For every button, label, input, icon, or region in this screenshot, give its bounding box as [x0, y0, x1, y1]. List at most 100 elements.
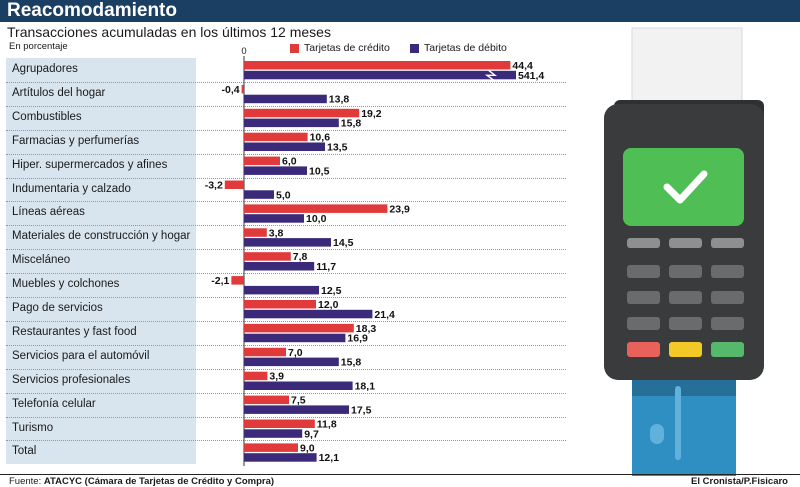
legend-swatch-credit: [290, 43, 299, 53]
bar-credit: [244, 347, 286, 357]
source-label: Fuente:: [9, 476, 42, 487]
bar-credit: [244, 395, 289, 405]
bar-debit: [244, 214, 304, 223]
chart-subtitle: Transacciones acumuladas en los últimos …: [7, 24, 331, 40]
bar-credit: [231, 276, 244, 285]
bar-credit: [244, 156, 280, 166]
bar-credit: [244, 300, 316, 309]
bar-credit: [244, 419, 315, 428]
bar-credit: [244, 371, 268, 381]
bar-debit: [244, 357, 339, 367]
row-separator: [6, 81, 566, 83]
credit-note: El Cronista/P.Fisicaro: [691, 476, 788, 487]
data-label-debit: 5,0: [276, 189, 291, 201]
data-label-credit: 7,0: [288, 347, 303, 359]
bar-credit: [244, 228, 267, 237]
card-slot-shadow: [632, 380, 736, 396]
data-label-debit: 9,7: [304, 428, 319, 440]
data-label-credit: 3,9: [269, 371, 284, 383]
bar-credit: [244, 443, 298, 452]
card-chip: [650, 424, 664, 444]
row-separator: [6, 201, 566, 203]
data-label-debit: 10,5: [309, 165, 330, 177]
bar-credit: [244, 252, 291, 261]
category-label: Telefonía celular: [12, 397, 96, 410]
legend-label-debit: Tarjetas de débito: [424, 42, 507, 54]
keypad-key: [711, 238, 744, 248]
bar-debit: [244, 190, 274, 199]
keypad-key: [711, 265, 744, 278]
bar-debit: [244, 285, 319, 295]
data-label-credit: 44,4: [512, 60, 533, 72]
data-label-credit: 19,2: [361, 108, 382, 120]
data-label-credit: 9,0: [300, 442, 315, 454]
keypad-key: [627, 238, 660, 248]
action-key: [669, 342, 702, 357]
check-icon: [663, 170, 708, 204]
source-note: Fuente: ATACYC (Cámara de Tarjetas de Cr…: [9, 476, 274, 487]
bar-debit: [244, 453, 317, 462]
bar-debit: [244, 94, 327, 104]
data-label-debit: 11,7: [316, 261, 336, 273]
data-label-debit: 15,8: [341, 118, 362, 130]
data-label-debit: 10,0: [306, 213, 327, 225]
action-key: [711, 342, 744, 357]
pos-terminal-illustration: [604, 27, 764, 476]
data-label-credit: -0,4: [222, 84, 240, 96]
category-label: Indumentaria y calzado: [12, 182, 131, 195]
keypad: [627, 238, 744, 357]
category-label: Materiales de construcción y hogar: [12, 230, 191, 243]
axis-zero-label: 0: [241, 46, 246, 57]
bar-credit: [244, 61, 511, 70]
data-label-credit: -2,1: [211, 275, 229, 287]
data-label-debit: 17,5: [351, 404, 372, 416]
row-separator: [6, 440, 566, 442]
category-label: Servicios profesionales: [12, 373, 131, 386]
legend-item-credit: Tarjetas de crédito: [290, 42, 390, 54]
card-stripe: [675, 386, 681, 460]
category-label: Combustibles: [12, 110, 82, 123]
data-label-debit: 14,5: [333, 237, 354, 249]
category-label: Hiper. supermercados y afines: [12, 158, 168, 171]
data-label-debit: 12,1: [319, 452, 340, 464]
bar-debit: [244, 429, 303, 438]
data-label-debit: 541,4: [518, 70, 544, 82]
data-label-credit: 7,8: [293, 251, 308, 263]
category-label: Muebles y colchones: [12, 278, 120, 291]
row-separator: [6, 129, 566, 131]
bar-credit: [244, 108, 360, 118]
category-label: Artítulos del hogar: [12, 86, 106, 99]
legend-swatch-debit: [410, 43, 419, 53]
row-separator: [6, 177, 566, 179]
data-label-credit: 23,9: [389, 203, 410, 215]
keypad-key: [711, 317, 744, 330]
keypad-key: [669, 238, 702, 248]
data-label-credit: 6,0: [282, 156, 297, 168]
chart-bars: 044,4541,4-0,413,819,215,810,613,56,010,…: [205, 46, 544, 466]
bar-debit: [244, 142, 325, 151]
data-label-credit: 11,8: [317, 419, 337, 431]
category-label: Misceláneo: [12, 254, 71, 267]
bar-credit: [224, 180, 244, 189]
data-label-debit: 12,5: [321, 285, 342, 297]
data-label-credit: 18,3: [356, 323, 377, 335]
data-label-debit: 15,8: [341, 357, 362, 369]
category-label: Servicios para el automóvil: [12, 349, 150, 362]
data-label-debit: 18,1: [355, 381, 376, 393]
data-label-credit: 3,8: [269, 227, 284, 239]
row-separator: [6, 368, 566, 370]
row-separator: [6, 320, 566, 322]
row-separator: [6, 297, 566, 298]
chart-title: Reacomodamiento: [0, 0, 800, 22]
row-separator: [6, 153, 566, 155]
category-label: Agrupadores: [12, 63, 78, 75]
keypad-key: [627, 317, 660, 330]
row-separator: [6, 392, 566, 394]
data-label-debit: 13,8: [329, 94, 350, 106]
legend-label-credit: Tarjetas de crédito: [304, 42, 390, 54]
terminal-screen: [623, 148, 744, 226]
row-separator: [6, 416, 566, 418]
bar-credit: [241, 84, 244, 94]
bar-credit: [244, 323, 354, 333]
